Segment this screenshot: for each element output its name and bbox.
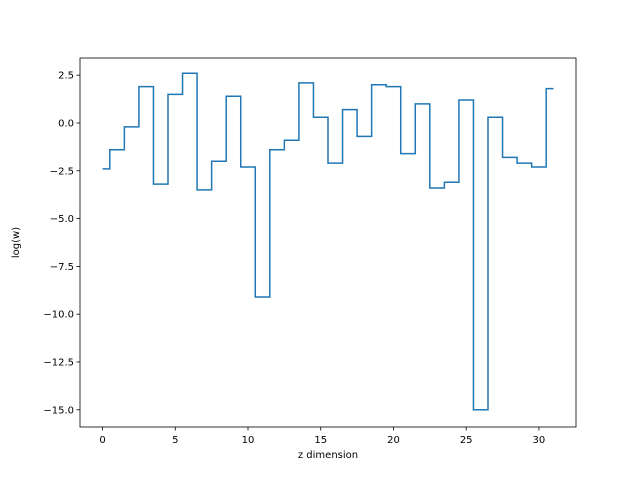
y-axis-label: log(w) [11, 227, 22, 258]
x-tick-label: 0 [99, 435, 105, 446]
y-tick-label: −7.5 [50, 262, 74, 273]
axes-frame [79, 57, 577, 428]
y-tick-label: −10.0 [43, 310, 74, 321]
x-tick-label: 5 [172, 435, 178, 446]
x-tick-label: 30 [533, 435, 546, 446]
series-line [102, 72, 554, 411]
y-tick-label: −2.5 [50, 166, 74, 177]
x-tick-label: 20 [387, 435, 400, 446]
y-tick-label: 2.5 [58, 71, 74, 82]
x-tick-label: 15 [314, 435, 327, 446]
x-axis-label: z dimension [298, 450, 358, 461]
y-tick-label: −5.0 [50, 214, 74, 225]
y-tick-label: −15.0 [43, 405, 74, 416]
y-tick-label: 0.0 [58, 119, 74, 130]
x-axis-ticks: 0 5 10 15 20 25 30 [99, 427, 545, 446]
x-tick-label: 10 [242, 435, 255, 446]
y-axis-ticks: 2.5 0.0 −2.5 −5.0 −7.5 −10.0 −12.5 −15.0 [43, 71, 80, 416]
y-tick-label: −12.5 [43, 357, 74, 368]
x-tick-label: 25 [460, 435, 473, 446]
